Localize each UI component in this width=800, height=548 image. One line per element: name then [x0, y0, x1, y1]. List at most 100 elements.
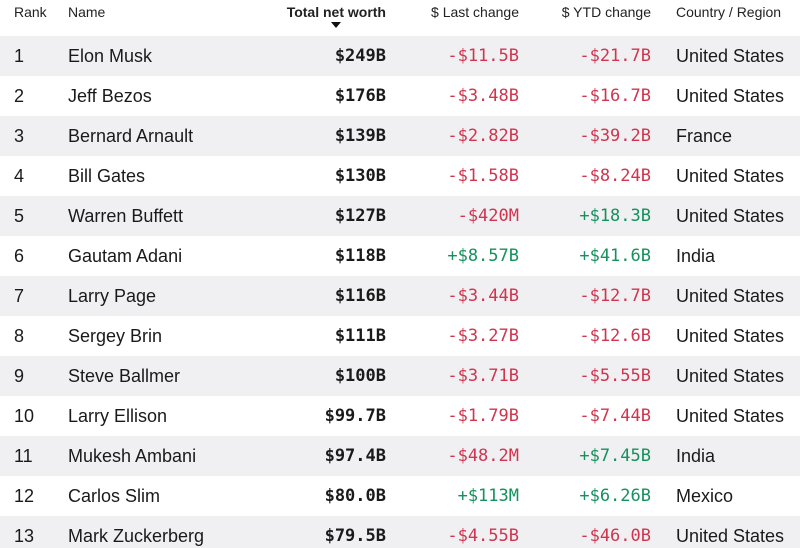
- country-cell: United States: [676, 406, 785, 426]
- column-header-rank[interactable]: Rank: [14, 4, 47, 20]
- net-worth-cell: $111B: [334, 326, 386, 346]
- name-cell: Elon Musk: [68, 46, 153, 66]
- country-cell: United States: [676, 86, 785, 106]
- name-cell: Larry Page: [68, 286, 157, 306]
- country-cell: United States: [676, 206, 785, 226]
- name-cell: Steve Ballmer: [68, 366, 181, 386]
- net-worth-cell: $130B: [334, 166, 386, 186]
- net-worth-cell: $79.5B: [324, 526, 386, 546]
- net-worth-cell: $99.7B: [324, 406, 386, 426]
- table-row[interactable]: 11 Mukesh Ambani $97.4B -$48.2M +$7.45B India: [0, 436, 800, 476]
- last-change-cell: -$1.79B: [447, 406, 519, 426]
- ytd-change-cell: -$8.24B: [579, 166, 651, 186]
- last-change-cell: +$8.57B: [447, 246, 519, 266]
- name-cell: Bill Gates: [68, 166, 146, 186]
- last-change-cell: -$4.55B: [447, 526, 519, 546]
- rank-cell: 8: [14, 326, 25, 346]
- net-worth-cell: $127B: [334, 206, 386, 226]
- last-change-cell: +$113M: [457, 486, 519, 506]
- column-header-ytd-change[interactable]: $ YTD change: [561, 4, 651, 20]
- ytd-change-cell: -$39.2B: [579, 126, 651, 146]
- net-worth-cell: $116B: [334, 286, 386, 306]
- country-cell: United States: [676, 526, 785, 546]
- ytd-change-cell: +$7.45B: [579, 446, 651, 466]
- last-change-cell: -$3.44B: [447, 286, 519, 306]
- ytd-change-cell: -$7.44B: [579, 406, 651, 426]
- ytd-change-cell: -$46.0B: [579, 526, 651, 546]
- table-row[interactable]: 13 Mark Zuckerberg $79.5B -$4.55B -$46.0B Uni…: [0, 516, 800, 548]
- ytd-change-cell: +$41.6B: [579, 246, 651, 266]
- net-worth-cell: $118B: [334, 246, 386, 266]
- ytd-change-cell: +$6.26B: [579, 486, 651, 506]
- rank-cell: 13: [14, 526, 35, 546]
- country-cell: United States: [676, 366, 785, 386]
- table-row[interactable]: 12 Carlos Slim $80.0B +$113M +$6.26B Mexico: [0, 476, 800, 516]
- last-change-cell: -$2.82B: [447, 126, 519, 146]
- country-cell: United States: [676, 166, 785, 186]
- country-cell: Mexico: [676, 486, 734, 506]
- ytd-change-cell: -$12.6B: [579, 326, 651, 346]
- name-cell: Mark Zuckerberg: [68, 526, 205, 546]
- country-cell: United States: [676, 286, 785, 306]
- rank-cell: 1: [14, 46, 25, 66]
- column-header-net-worth[interactable]: Total net worth: [286, 4, 386, 20]
- name-cell: Carlos Slim: [68, 486, 161, 506]
- rank-cell: 11: [14, 446, 33, 466]
- country-cell: India: [676, 246, 716, 266]
- table-row[interactable]: 4 Bill Gates $130B -$1.58B -$8.24B United Sta…: [0, 156, 800, 196]
- rank-cell: 6: [14, 246, 25, 266]
- column-header-last-change[interactable]: $ Last change: [431, 4, 519, 20]
- table-row[interactable]: 7 Larry Page $116B -$3.44B -$12.7B United Sta…: [0, 276, 800, 316]
- net-worth-cell: $176B: [334, 86, 386, 106]
- table-row[interactable]: 9 Steve Ballmer $100B -$3.71B -$5.55B United …: [0, 356, 800, 396]
- last-change-cell: -$11.5B: [447, 46, 519, 66]
- net-worth-cell: $139B: [334, 126, 386, 146]
- table-row[interactable]: 2 Jeff Bezos $176B -$3.48B -$16.7B United Sta…: [0, 76, 800, 116]
- last-change-cell: -$1.58B: [447, 166, 519, 186]
- rank-cell: 9: [14, 366, 25, 386]
- country-cell: United States: [676, 326, 785, 346]
- ytd-change-cell: -$12.7B: [579, 286, 651, 306]
- rank-cell: 5: [14, 206, 25, 226]
- ytd-change-cell: +$18.3B: [579, 206, 651, 226]
- table-row[interactable]: 1 Elon Musk $249B -$11.5B -$21.7B United Stat…: [0, 36, 800, 76]
- rank-cell: 7: [14, 286, 25, 306]
- last-change-cell: -$3.27B: [447, 326, 519, 346]
- rank-cell: 3: [14, 126, 25, 146]
- ytd-change-cell: -$21.7B: [579, 46, 651, 66]
- table-row[interactable]: 8 Sergey Brin $111B -$3.27B -$12.6B United St…: [0, 316, 800, 356]
- name-cell: Larry Ellison: [68, 406, 168, 426]
- table-row[interactable]: 10 Larry Ellison $99.7B -$1.79B -$7.44B Unite…: [0, 396, 800, 436]
- last-change-cell: -$420M: [457, 206, 519, 226]
- country-cell: France: [676, 126, 733, 146]
- table-header: Rank Name Total net worth $ Last change …: [0, 0, 800, 36]
- net-worth-cell: $249B: [334, 46, 386, 66]
- name-cell: Warren Buffett: [68, 206, 184, 226]
- net-worth-cell: $97.4B: [324, 446, 386, 466]
- last-change-cell: -$3.71B: [447, 366, 519, 386]
- last-change-cell: -$3.48B: [447, 86, 519, 106]
- table-body: 1 Elon Musk $249B -$11.5B -$21.7B United Stat…: [0, 36, 800, 548]
- name-cell: Jeff Bezos: [68, 86, 152, 106]
- name-cell: Bernard Arnault: [68, 126, 194, 146]
- ytd-change-cell: -$16.7B: [579, 86, 651, 106]
- country-cell: India: [676, 446, 716, 466]
- rank-cell: 10: [14, 406, 35, 426]
- ytd-change-cell: -$5.55B: [579, 366, 651, 386]
- table-row[interactable]: 5 Warren Buffett $127B -$420M +$18.3B United …: [0, 196, 800, 236]
- column-header-country[interactable]: Country / Region: [676, 4, 782, 20]
- table-row[interactable]: 6 Gautam Adani $118B +$8.57B +$41.6B India: [0, 236, 800, 276]
- rank-cell: 12: [14, 486, 35, 506]
- last-change-cell: -$48.2M: [447, 446, 519, 466]
- column-header-name[interactable]: Name: [68, 4, 106, 20]
- rank-cell: 2: [14, 86, 25, 106]
- rank-cell: 4: [14, 166, 25, 186]
- name-cell: Sergey Brin: [68, 326, 163, 346]
- name-cell: Mukesh Ambani: [68, 446, 197, 466]
- name-cell: Gautam Adani: [68, 246, 183, 266]
- table-row[interactable]: 3 Bernard Arnault $139B -$2.82B -$39.2B Franc…: [0, 116, 800, 156]
- sort-down-icon[interactable]: [331, 22, 341, 28]
- net-worth-cell: $80.0B: [324, 486, 386, 506]
- country-cell: United States: [676, 46, 785, 66]
